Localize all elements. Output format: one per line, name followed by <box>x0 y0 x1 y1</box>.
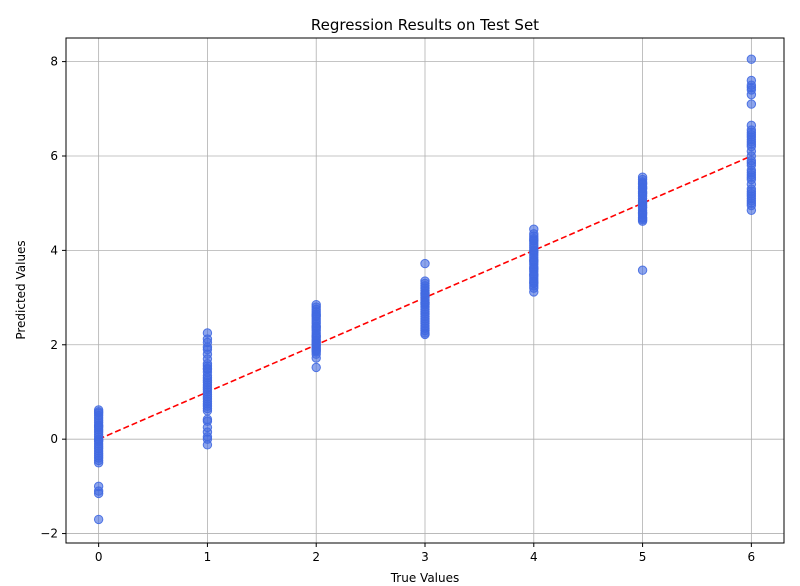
x-axis: 0 1 2 3 4 5 6 <box>95 543 755 564</box>
chart-title: Regression Results on Test Set <box>311 16 539 34</box>
data-point <box>202 440 213 450</box>
data-point <box>311 322 321 332</box>
data-point <box>746 146 757 156</box>
x-tick-label: 5 <box>639 550 647 564</box>
x-axis-label: True Values <box>390 571 460 585</box>
data-point <box>529 235 539 245</box>
data-point <box>529 287 539 297</box>
data-point <box>93 458 104 468</box>
x-tick-label: 6 <box>748 550 756 564</box>
x-tick-label: 1 <box>204 550 212 564</box>
y-tick-label: 4 <box>50 243 58 257</box>
y-tick-label: 0 <box>50 432 58 446</box>
data-point <box>529 246 539 257</box>
data-point <box>93 514 104 525</box>
data-point <box>746 158 757 168</box>
data-point <box>637 183 648 193</box>
y-tick-label: 8 <box>50 55 58 69</box>
data-point <box>746 99 757 109</box>
x-tick-label: 4 <box>530 550 538 564</box>
data-point <box>420 289 430 299</box>
data-point <box>746 54 757 64</box>
data-point <box>93 435 104 445</box>
data-point <box>311 344 321 355</box>
data-point <box>93 421 104 431</box>
data-point <box>202 406 213 416</box>
data-point <box>746 205 757 215</box>
data-points <box>93 54 757 525</box>
data-point <box>420 258 430 269</box>
x-tick-label: 2 <box>312 550 320 564</box>
data-point <box>746 89 757 100</box>
data-point <box>637 265 648 275</box>
data-point <box>420 298 430 308</box>
y-tick-label: 2 <box>50 338 58 352</box>
data-point <box>311 362 321 373</box>
data-point <box>311 353 321 363</box>
y-tick-label: −2 <box>40 527 58 541</box>
data-point <box>93 488 104 499</box>
data-point <box>202 364 213 375</box>
data-point <box>529 277 539 288</box>
x-tick-label: 3 <box>421 550 429 564</box>
data-point <box>637 213 648 223</box>
data-point <box>420 329 430 340</box>
y-axis: −2 0 2 4 6 8 <box>40 55 66 541</box>
y-axis-label: Predicted Values <box>14 240 28 339</box>
x-tick-label: 0 <box>95 550 103 564</box>
y-tick-label: 6 <box>50 149 58 163</box>
data-point <box>311 310 321 321</box>
